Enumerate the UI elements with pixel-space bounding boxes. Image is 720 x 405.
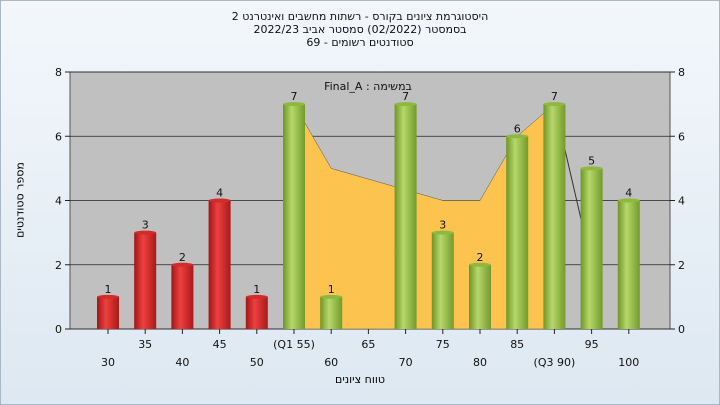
data-label: 2	[477, 251, 484, 264]
y-tick-label: 6	[55, 130, 62, 143]
x-tick-label: 100	[618, 356, 639, 369]
bar-top	[469, 262, 491, 267]
x-tick-label: 40	[175, 356, 189, 369]
bar-top	[394, 102, 417, 107]
data-label: 2	[179, 251, 186, 264]
data-label: 1	[105, 283, 112, 296]
bar	[320, 296, 343, 329]
x-tick-label: 45	[213, 338, 227, 351]
annotation: Final_A : במשימה	[324, 80, 412, 93]
data-label: 3	[439, 219, 446, 232]
x-tick-label: 95	[585, 338, 599, 351]
bar	[617, 200, 640, 329]
title-line-2: בסמסטר (02/2022) סמסטר אביב 2022/23	[253, 23, 467, 36]
data-label: 6	[514, 122, 521, 135]
bar-top	[208, 198, 231, 203]
y-tick-label: 0	[55, 323, 62, 336]
bar	[245, 296, 268, 329]
data-label: 7	[291, 90, 298, 103]
data-label: 4	[216, 187, 223, 200]
bar-top	[171, 262, 194, 267]
bar-top	[320, 294, 343, 299]
x-tick-label: 75	[436, 338, 450, 351]
bar-top	[245, 294, 268, 299]
bar	[506, 136, 529, 329]
x-tick-label: 65	[361, 338, 375, 351]
y-tick-label-right: 0	[678, 323, 685, 336]
x-tick-label: 80	[473, 356, 487, 369]
bar	[543, 104, 566, 329]
data-label: 7	[402, 90, 409, 103]
chart-title: היסטוגרמת ציונים בקורס - רשתות מחשבים וא…	[0, 10, 720, 49]
bar	[580, 168, 603, 329]
x-tick-label: (Q3 90)	[534, 356, 576, 369]
y-tick-label-right: 8	[678, 66, 685, 79]
bar-top	[134, 230, 157, 235]
x-tick-label: (Q1 55)	[273, 338, 315, 351]
x-tick-label: 70	[399, 356, 413, 369]
bar-top	[506, 134, 529, 139]
bar	[283, 104, 305, 329]
x-tick-label: 30	[101, 356, 115, 369]
data-label: 3	[142, 219, 149, 232]
bar	[97, 296, 119, 329]
title-line-1: היסטוגרמת ציונים בקורס - רשתות מחשבים וא…	[231, 10, 489, 23]
bar	[171, 264, 194, 329]
bar	[208, 200, 231, 329]
y-tick-label-right: 4	[678, 195, 685, 208]
data-label: 1	[253, 283, 260, 296]
y-tick-label: 2	[55, 259, 62, 272]
bar	[431, 232, 454, 329]
y-tick-label: 4	[55, 195, 62, 208]
x-tick-label: 60	[324, 356, 338, 369]
x-tick-label: 50	[250, 356, 264, 369]
bar-top	[97, 294, 119, 299]
y-tick-label-right: 6	[678, 130, 685, 143]
x-tick-label: 85	[510, 338, 524, 351]
y-tick-label-right: 2	[678, 259, 685, 272]
data-label: 7	[551, 90, 558, 103]
bar	[469, 264, 491, 329]
bar	[394, 104, 417, 329]
data-label: 5	[588, 154, 595, 167]
bar	[134, 232, 157, 329]
data-label: 1	[328, 283, 335, 296]
title-line-3: סטודנטים רשומים - 69	[306, 36, 414, 49]
x-axis-label: טווח ציונים	[335, 373, 385, 386]
bar-top	[283, 102, 305, 107]
y-tick-label: 8	[55, 66, 62, 79]
bar-top	[617, 198, 640, 203]
data-label: 4	[625, 187, 632, 200]
x-tick-label: 35	[138, 338, 152, 351]
bar-top	[431, 230, 454, 235]
bar-top	[543, 102, 566, 107]
bar-top	[580, 166, 603, 171]
